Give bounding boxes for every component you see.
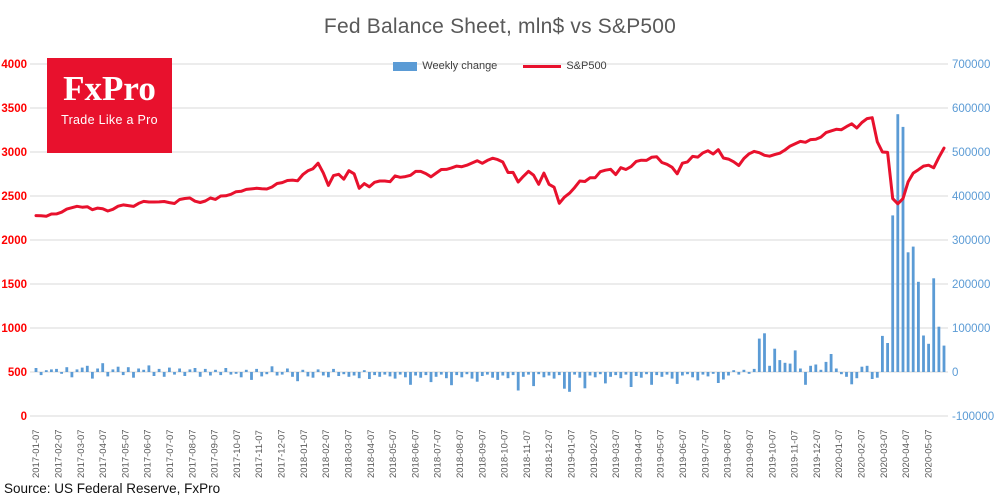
svg-text:2018-11-07: 2018-11-07 <box>522 430 533 478</box>
legend-label-sp500: S&P500 <box>566 60 607 72</box>
svg-text:0: 0 <box>21 411 27 423</box>
svg-text:2000: 2000 <box>1 235 27 247</box>
fxpro-logo: FxPro Trade Like a Pro <box>47 58 172 153</box>
svg-text:-100000: -100000 <box>952 411 994 423</box>
line-swatch-icon <box>523 64 562 68</box>
fxpro-logo-text: FxPro <box>63 69 156 108</box>
svg-text:2019-02-07: 2019-02-07 <box>589 429 600 478</box>
weekly-change-bars <box>34 114 946 392</box>
svg-text:2017-05-07: 2017-05-07 <box>120 429 131 478</box>
svg-text:2018-07-07: 2018-07-07 <box>433 429 444 478</box>
svg-text:2017-09-07: 2017-09-07 <box>210 429 221 478</box>
svg-text:2019-12-07: 2019-12-07 <box>812 429 823 478</box>
legend-item-weekly-change: Weekly change <box>393 60 497 72</box>
svg-text:2020-05-07: 2020-05-07 <box>923 429 934 478</box>
svg-text:2017-04-07: 2017-04-07 <box>98 429 109 478</box>
svg-text:2018-03-07: 2018-03-07 <box>344 429 355 478</box>
svg-text:400000: 400000 <box>952 191 990 203</box>
svg-text:2017-07-07: 2017-07-07 <box>165 429 176 478</box>
svg-text:500000: 500000 <box>952 147 990 159</box>
svg-text:2017-01-07: 2017-01-07 <box>31 429 42 478</box>
svg-text:2018-08-07: 2018-08-07 <box>455 429 466 478</box>
svg-text:2017-10-07: 2017-10-07 <box>232 429 243 478</box>
svg-text:200000: 200000 <box>952 279 990 291</box>
svg-text:2020-04-07: 2020-04-07 <box>901 429 912 478</box>
svg-text:2020-01-07: 2020-01-07 <box>834 429 845 478</box>
svg-text:2018-05-07: 2018-05-07 <box>388 429 399 478</box>
svg-text:2018-02-07: 2018-02-07 <box>321 429 332 478</box>
svg-text:2018-10-07: 2018-10-07 <box>500 429 511 478</box>
bar-swatch-icon <box>393 61 418 71</box>
svg-text:2500: 2500 <box>1 191 27 203</box>
svg-text:2018-04-07: 2018-04-07 <box>366 429 377 478</box>
svg-text:2019-05-07: 2019-05-07 <box>656 429 667 478</box>
left-axis-labels: 0 500 1000 1500 2000 2500 3000 3500 4000 <box>1 59 27 423</box>
svg-text:2019-04-07: 2019-04-07 <box>633 429 644 478</box>
svg-text:2019-06-07: 2019-06-07 <box>678 429 689 478</box>
legend-item-sp500: S&P500 <box>523 60 607 72</box>
svg-text:2018-06-07: 2018-06-07 <box>410 429 421 478</box>
source-note: Source: US Federal Reserve, FxPro <box>4 481 221 496</box>
legend: Weekly change S&P500 <box>0 60 1000 72</box>
gridlines <box>30 63 948 417</box>
svg-text:2018-01-07: 2018-01-07 <box>299 429 310 478</box>
legend-label-weekly-change: Weekly change <box>422 60 498 72</box>
fxpro-logo-tagline: Trade Like a Pro <box>61 112 158 127</box>
svg-text:2019-07-07: 2019-07-07 <box>700 429 711 478</box>
svg-text:2019-01-07: 2019-01-07 <box>567 429 578 478</box>
svg-text:2017-11-07: 2017-11-07 <box>254 430 265 478</box>
svg-text:1500: 1500 <box>1 279 27 291</box>
svg-text:2019-08-07: 2019-08-07 <box>723 429 734 478</box>
svg-text:600000: 600000 <box>952 103 990 115</box>
x-axis-labels: 2017-01-07 2017-02-07 2017-03-07 2017-04-07… <box>31 429 934 478</box>
right-axis-labels: -100000 0 100000 200000 300000 400000 500000 60… <box>952 59 994 423</box>
svg-text:2019-11-07: 2019-11-07 <box>790 430 801 478</box>
svg-text:2020-03-07: 2020-03-07 <box>879 429 890 478</box>
svg-text:700000: 700000 <box>952 59 990 71</box>
svg-text:2017-06-07: 2017-06-07 <box>143 429 154 478</box>
sp500-line <box>34 116 946 218</box>
svg-text:100000: 100000 <box>952 323 990 335</box>
svg-text:2019-09-07: 2019-09-07 <box>745 429 756 478</box>
svg-text:4000: 4000 <box>1 59 27 71</box>
svg-text:2017-12-07: 2017-12-07 <box>277 429 288 478</box>
svg-text:500: 500 <box>8 367 27 379</box>
svg-text:2019-10-07: 2019-10-07 <box>767 429 778 478</box>
svg-text:3000: 3000 <box>1 147 27 159</box>
svg-text:2019-03-07: 2019-03-07 <box>611 429 622 478</box>
svg-text:2018-12-07: 2018-12-07 <box>544 429 555 478</box>
page-title: Fed Balance Sheet, mln$ vs S&P500 <box>323 15 677 38</box>
svg-text:300000: 300000 <box>952 235 990 247</box>
svg-text:2020-02-07: 2020-02-07 <box>857 429 868 478</box>
svg-text:2017-08-07: 2017-08-07 <box>187 429 198 478</box>
svg-text:2018-09-07: 2018-09-07 <box>477 429 488 478</box>
svg-text:0: 0 <box>952 367 958 379</box>
svg-text:2017-02-07: 2017-02-07 <box>54 429 65 478</box>
svg-text:1000: 1000 <box>1 323 27 335</box>
svg-text:2017-03-07: 2017-03-07 <box>76 429 87 478</box>
svg-text:3500: 3500 <box>1 103 27 115</box>
